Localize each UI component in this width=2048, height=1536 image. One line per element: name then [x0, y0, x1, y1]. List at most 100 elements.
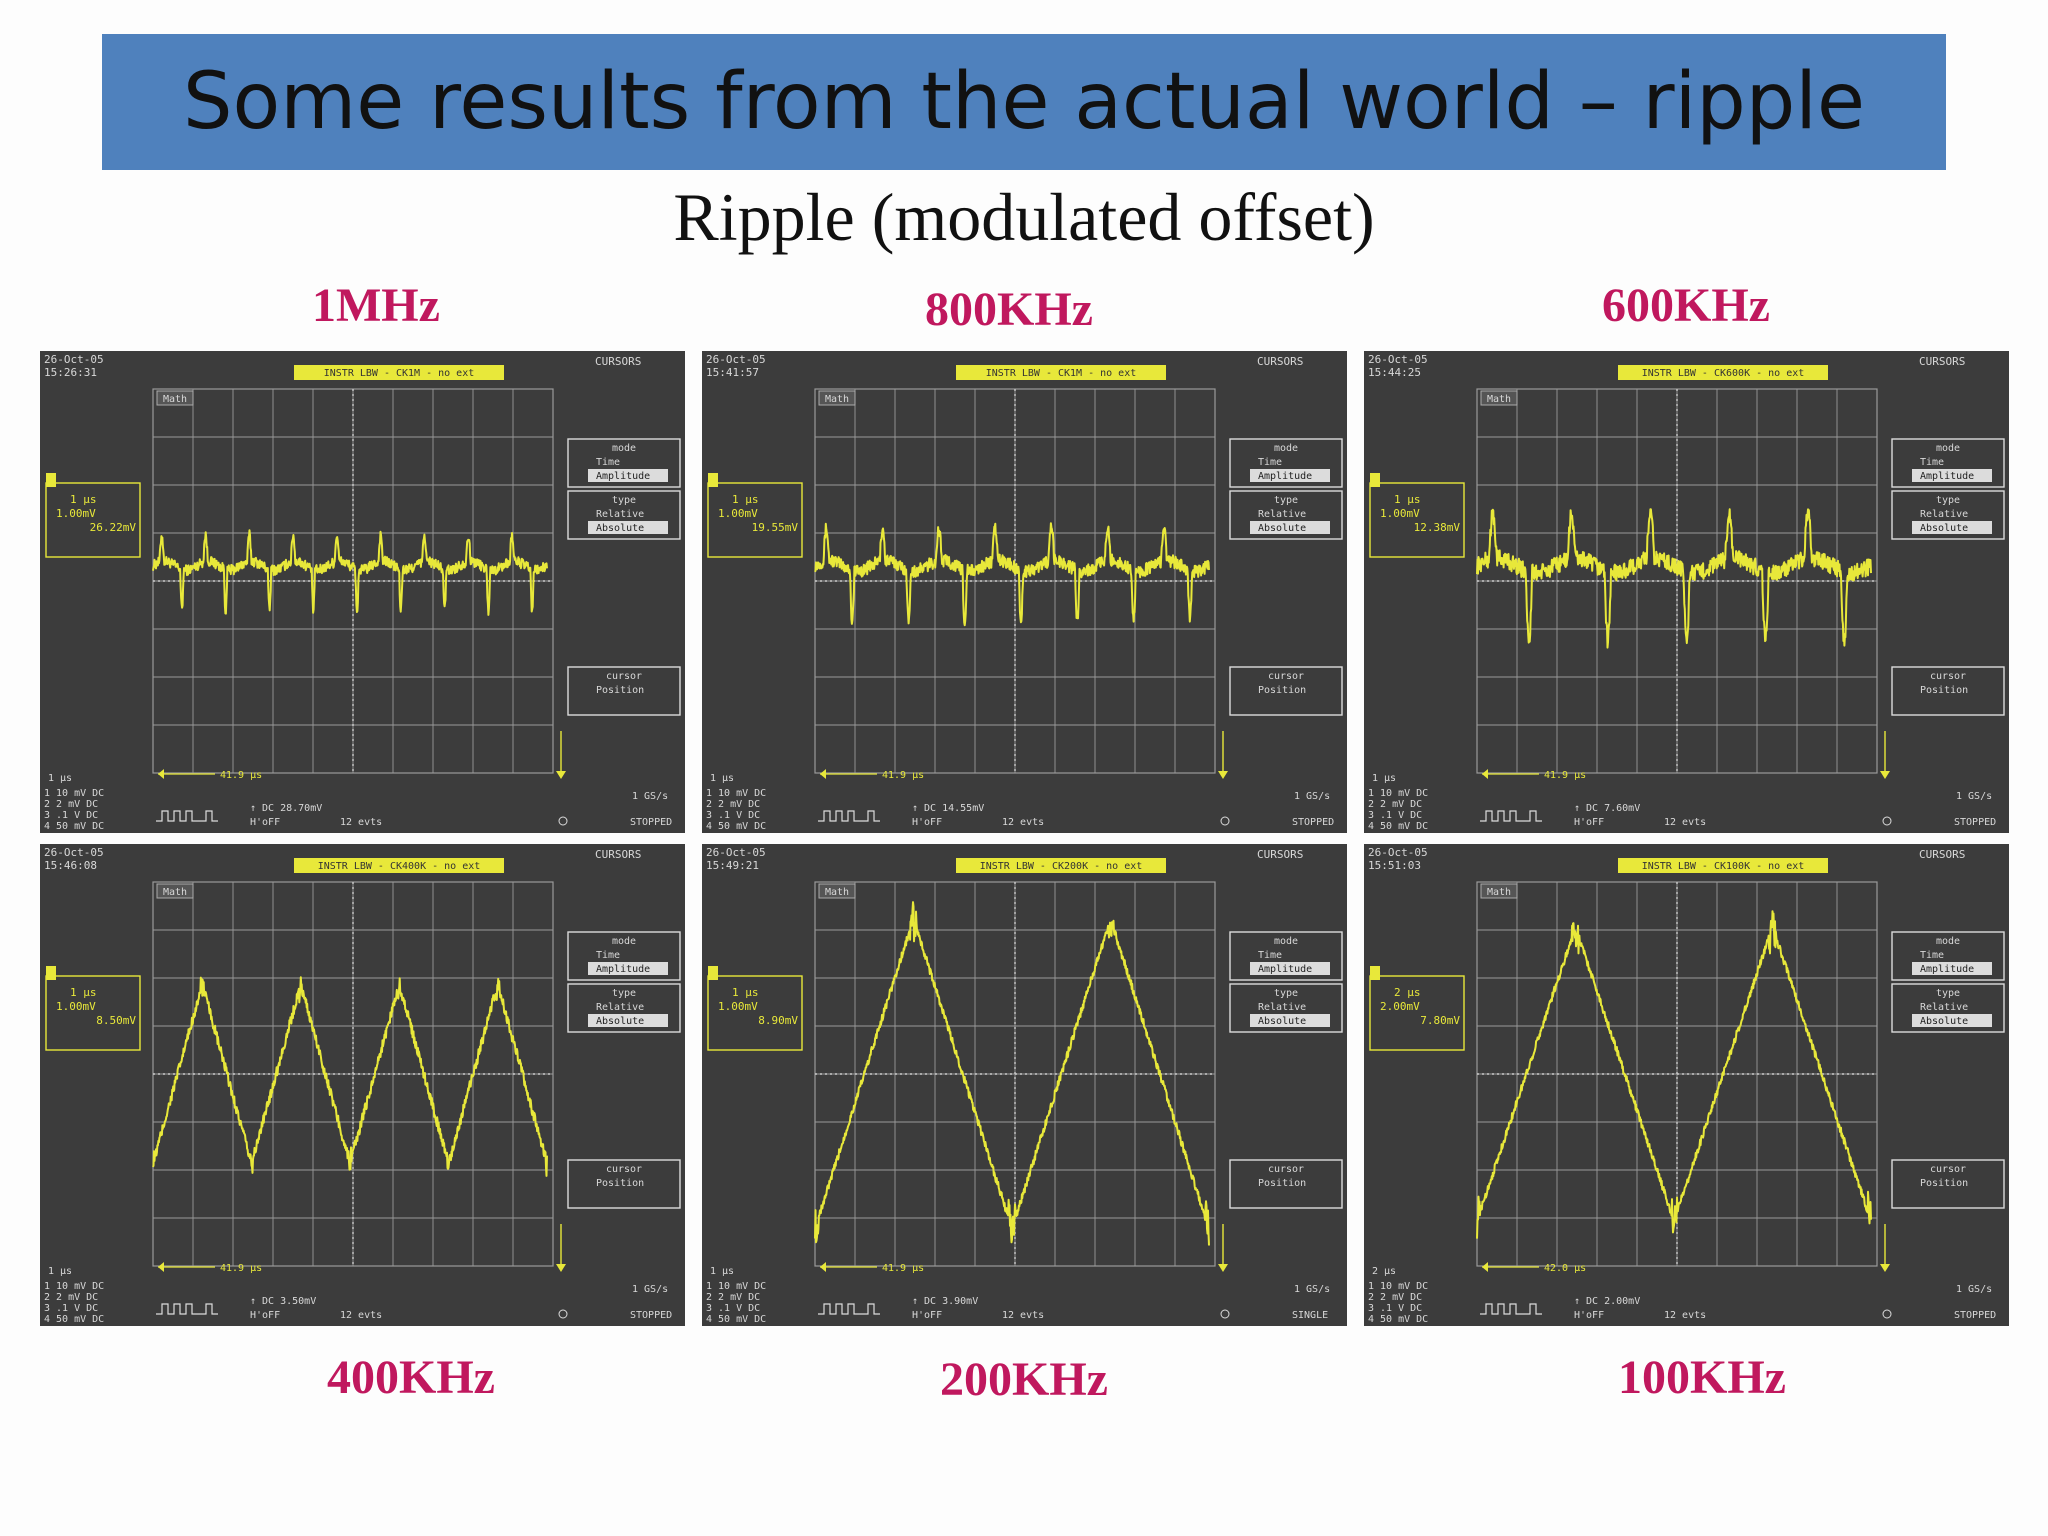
channel-4-setting: 4 50 mV DC [44, 1314, 104, 1325]
readout-value: 8.90mV [758, 1014, 798, 1027]
scope-time: 15:44:25 [1368, 366, 1421, 379]
cursor-menu[interactable] [1229, 666, 1343, 716]
cursor-menu-title: cursor [1930, 671, 1966, 682]
type-menu-option-1: Relative [596, 1002, 644, 1013]
type-menu-option-1: Relative [1920, 509, 1968, 520]
header-box [294, 365, 504, 380]
channel-3-setting: 3 .1 V DC [706, 810, 760, 821]
readout-box [1369, 482, 1465, 558]
type-menu-title: type [1274, 495, 1298, 506]
cursor-delta: 41.9 µs [220, 1263, 262, 1274]
header-box [956, 858, 1166, 873]
type-menu-option-2: Absolute [596, 523, 644, 534]
scope-time: 15:49:21 [706, 859, 759, 872]
scope-date: 26-Oct-05 [1368, 353, 1428, 366]
readout-scale: 1.00mV [56, 1000, 96, 1013]
cursor-arrow-right [1218, 1264, 1228, 1272]
readout-box [45, 482, 141, 558]
trigger-mode: H'oFF [1574, 817, 1604, 828]
math-tag-box [1480, 390, 1518, 406]
mode-menu-title: mode [1274, 443, 1298, 454]
scope-time: 15:26:31 [44, 366, 97, 379]
trigger-pulse-icon [156, 810, 218, 822]
channel-3-setting: 3 .1 V DC [44, 1303, 98, 1314]
scope-header: INSTR LBW - CK1M - no ext [324, 368, 475, 379]
event-count: 12 evts [340, 817, 382, 828]
frequency-label: 400KHz [327, 1351, 495, 1404]
math-tag-box [156, 883, 194, 899]
oscilloscope-screenshot: 26-Oct-05 15:26:31 CURSORS INSTR LBW - CK1M… [40, 351, 685, 833]
channel-2-setting: 2 2 mV DC [706, 1292, 760, 1303]
readout-timebase: 2 µs [1394, 986, 1421, 999]
type-menu-title: type [612, 988, 636, 999]
type-menu-title: type [612, 495, 636, 506]
readout-box [45, 975, 141, 1051]
readout-scale: 1.00mV [56, 507, 96, 520]
channel-2-setting: 2 2 mV DC [44, 799, 98, 810]
mode-menu-title: mode [612, 936, 636, 947]
channel-3-setting: 3 .1 V DC [44, 810, 98, 821]
cursor-menu[interactable] [1891, 1159, 2005, 1209]
cursor-menu[interactable] [567, 666, 681, 716]
sample-rate: 1 GS/s [1956, 1284, 1992, 1295]
acquisition-status: STOPPED [630, 1310, 672, 1321]
cursor-menu-option-1: Position [1258, 1178, 1306, 1189]
trigger-mode: H'oFF [250, 817, 280, 828]
scope-date: 26-Oct-05 [1368, 846, 1428, 859]
cursor-menu[interactable] [1891, 666, 2005, 716]
type-menu-option-2: Absolute [1920, 523, 1968, 534]
mode-menu-option-1: Time [596, 950, 620, 961]
trigger-pulse-icon [1480, 810, 1542, 822]
waveform-trace [152, 529, 548, 616]
trigger-mode: H'oFF [250, 1310, 280, 1321]
type-menu-highlight [1912, 521, 1992, 534]
cursors-label: CURSORS [1257, 848, 1303, 861]
cursor-menu-title: cursor [1268, 1164, 1304, 1175]
cursor-menu[interactable] [1229, 1159, 1343, 1209]
math-tag: Math [825, 394, 849, 405]
cursor-arrow-right [556, 771, 566, 779]
cursor-arrow-right [1218, 771, 1228, 779]
waveform-trace [814, 522, 1210, 627]
cursor-menu[interactable] [567, 1159, 681, 1209]
channel-marker [46, 966, 56, 980]
oscilloscope-screenshot: 26-Oct-05 15:51:03 CURSORS INSTR LBW - CK10… [1364, 844, 2009, 1326]
math-tag: Math [1487, 394, 1511, 405]
mode-menu-title: mode [1936, 936, 1960, 947]
bottom-timebase: 1 µs [48, 1266, 72, 1277]
acquisition-status: STOPPED [1954, 817, 1996, 828]
channel-1-setting: 1 10 mV DC [44, 1281, 104, 1292]
bottom-timebase: 1 µs [1372, 773, 1396, 784]
mode-menu-option-2: Amplitude [1920, 964, 1974, 975]
oscilloscope-screenshot: 26-Oct-05 15:49:21 CURSORS INSTR LBW - CK20… [702, 844, 1347, 1326]
type-menu-option-2: Absolute [1258, 1016, 1306, 1027]
readout-scale: 1.00mV [718, 507, 758, 520]
waveform-trace [814, 901, 1210, 1246]
readout-timebase: 1 µs [1394, 493, 1421, 506]
header-box [1618, 365, 1828, 380]
scope-header: INSTR LBW - CK100K - no ext [1642, 861, 1805, 872]
channel-4-setting: 4 50 mV DC [44, 821, 104, 832]
scope-time: 15:51:03 [1368, 859, 1421, 872]
acquisition-status: STOPPED [1292, 817, 1334, 828]
sample-rate: 1 GS/s [1294, 1284, 1330, 1295]
type-menu-option-1: Relative [1258, 1002, 1306, 1013]
trigger-mode: H'oFF [912, 817, 942, 828]
header-box [1618, 858, 1828, 873]
type-menu-title: type [1936, 495, 1960, 506]
scope-time: 15:46:08 [44, 859, 97, 872]
readout-timebase: 1 µs [70, 493, 97, 506]
readout-scale: 1.00mV [718, 1000, 758, 1013]
math-tag-box [818, 390, 856, 406]
trigger-mode: H'oFF [1574, 1310, 1604, 1321]
event-count: 12 evts [340, 1310, 382, 1321]
math-tag: Math [163, 887, 187, 898]
sample-rate: 1 GS/s [632, 1284, 668, 1295]
readout-timebase: 1 µs [70, 986, 97, 999]
readout-value: 19.55mV [752, 521, 799, 534]
cursor-menu-option-1: Position [596, 1178, 644, 1189]
acquisition-status: SINGLE [1292, 1310, 1328, 1321]
